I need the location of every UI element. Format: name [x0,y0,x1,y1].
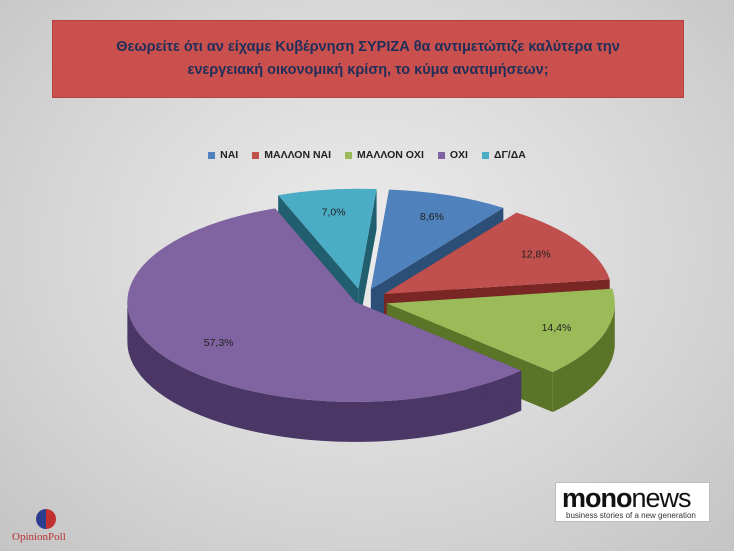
legend-swatch [345,151,353,159]
chart-title-box: Θεωρείτε ότι αν είχαμε Κυβέρνηση ΣΥΡΙΖΑ … [52,20,684,98]
pie-slice-ΟΧΙ [127,208,522,402]
legend-item: ΜΑΛΛΟΝ ΟΧΙ [345,149,424,161]
mononews-wordmark: mononews [562,483,692,513]
legend-item: ΔΓ/ΔΑ [481,149,526,161]
mononews-wordmark-bold: mono [562,483,632,513]
pie-slice-ΜΑΛΛΟΝ ΟΧΙ [386,288,615,373]
legend-item: ΟΧΙ [437,149,468,161]
data-label: 57,3% [204,337,234,349]
pie-slice-wall [127,300,522,442]
legend-swatch [481,151,489,159]
opinionpoll-circle-icon [36,509,56,529]
legend-label: ΟΧΙ [449,149,468,161]
legend-label: ΔΓ/ΔΑ [493,149,526,161]
pie-slice-ΔΓ/ΔΑ [278,188,377,289]
data-label: 12,8% [521,248,551,260]
legend-item: ΜΑΛΛΟΝ ΝΑΙ [252,149,331,161]
chart-legend: ΝΑΙ ΜΑΛΛΟΝ ΝΑΙ ΜΑΛΛΟΝ ΟΧΙ ΟΧΙ ΔΓ/ΔΑ [0,149,734,161]
mononews-logo: mononews business stories of a new gener… [555,482,710,522]
data-label: 14,4% [542,322,572,334]
pie-slice-ΜΑΛΛΟΝ ΝΑΙ [384,212,610,295]
pie-slice-wall [552,302,615,413]
pie-slice-ΝΑΙ [370,189,504,290]
pie-slice-cut [358,189,377,329]
legend-swatch [252,151,260,159]
legend-item: ΝΑΙ [208,149,238,161]
legend-label: ΜΑΛΛΟΝ ΟΧΙ [357,149,424,161]
data-label: 7,0% [322,206,346,218]
chart-title: Θεωρείτε ότι αν είχαμε Κυβέρνηση ΣΥΡΙΖΑ … [116,39,620,78]
mononews-wordmark-light: news [631,483,692,513]
legend-swatch [208,151,216,159]
legend-label: ΝΑΙ [220,149,239,161]
legend-label: ΜΑΛΛΟΝ ΝΑΙ [264,149,332,161]
data-label: 8,6% [420,211,444,223]
mononews-tagline: business stories of a new generation [566,511,696,520]
opinionpoll-logo: OpinionPoll [12,505,92,545]
legend-swatch [437,151,445,159]
opinionpoll-logo-text: OpinionPoll [12,531,66,543]
